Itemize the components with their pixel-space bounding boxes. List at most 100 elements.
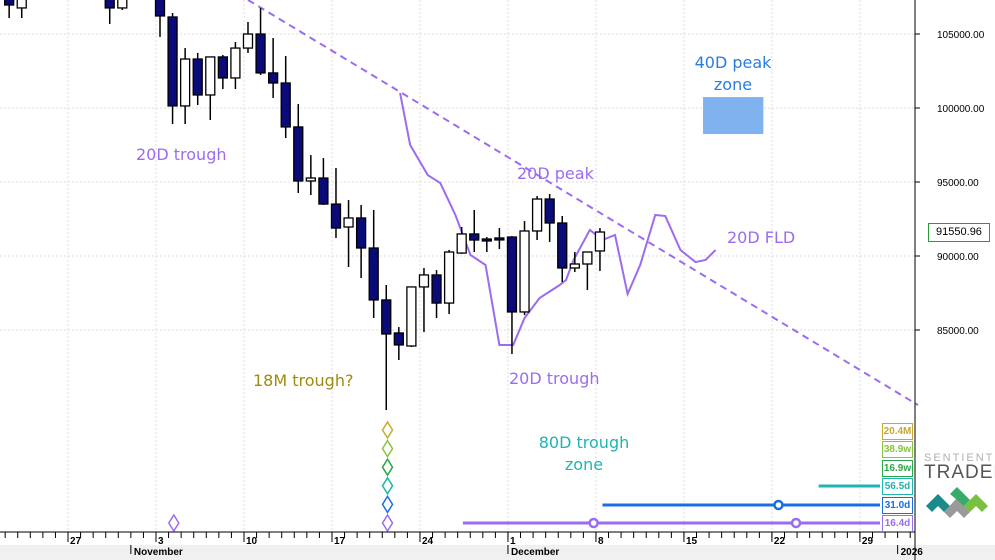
annotation-40d-peak-zone: 40D peak zone bbox=[693, 52, 773, 96]
candle-body bbox=[406, 286, 417, 347]
candle-body bbox=[267, 72, 279, 84]
price-tick-label: 85000.00 bbox=[937, 326, 979, 337]
annotation-20d-fld: 20D FLD bbox=[727, 228, 796, 247]
last-price-tag: 91550.96 bbox=[928, 223, 990, 242]
candles bbox=[4, 0, 606, 411]
fld-polyline bbox=[399, 92, 717, 346]
cycle-badge-16-9w[interactable]: 16.9w bbox=[882, 460, 913, 477]
candle-body bbox=[104, 0, 115, 9]
week-tick-label: 3 bbox=[158, 536, 164, 547]
peak-zone-40d bbox=[703, 97, 764, 135]
week-tick-label: 29 bbox=[862, 536, 874, 547]
candle-body bbox=[469, 233, 480, 241]
candle-body bbox=[343, 217, 354, 228]
candle-body bbox=[179, 58, 191, 107]
trough-diamond-icon bbox=[381, 494, 394, 514]
candle-body bbox=[330, 203, 342, 229]
week-tick-label: 10 bbox=[246, 536, 258, 547]
price-tick-label: 90000.00 bbox=[937, 252, 979, 263]
logo-line2: TRADER bbox=[924, 462, 995, 483]
candle-body bbox=[280, 82, 291, 128]
candle-body bbox=[255, 33, 266, 74]
peak-zone-rect bbox=[703, 97, 764, 135]
week-tick-label: 22 bbox=[774, 536, 786, 547]
price-tick-label: 105000.00 bbox=[937, 30, 985, 41]
candle-body bbox=[393, 332, 404, 346]
candle-body bbox=[205, 56, 216, 96]
candle-body bbox=[117, 0, 128, 9]
candle-body bbox=[242, 33, 254, 49]
candle-body bbox=[230, 47, 241, 79]
annotation-20d-trough: 20D trough bbox=[136, 145, 227, 164]
trough-diamond-icon bbox=[381, 513, 394, 533]
price-tick-label: 95000.00 bbox=[937, 178, 979, 189]
cycle-badge-31-0d[interactable]: 31.0d bbox=[882, 497, 913, 514]
price-tick-label: 100000.00 bbox=[937, 104, 985, 115]
week-tick-label: 27 bbox=[70, 536, 82, 547]
candle-body bbox=[544, 198, 555, 224]
candle-body bbox=[167, 16, 178, 107]
logo-mark-icon bbox=[926, 487, 988, 518]
time-axis-bg bbox=[0, 545, 995, 560]
month-label: November bbox=[134, 547, 183, 558]
cycle-marker bbox=[773, 499, 784, 511]
logo-line1: SENTIENT bbox=[924, 452, 995, 464]
candle-body bbox=[293, 126, 304, 182]
candle-body bbox=[594, 231, 606, 252]
annotation-20d-peak: 20D peak bbox=[517, 164, 594, 183]
candle-body bbox=[154, 0, 166, 17]
candle-body bbox=[355, 217, 367, 249]
annotation-line: zone bbox=[564, 455, 604, 474]
annotation-18m-trough: 18M trough? bbox=[253, 371, 354, 390]
candle-body bbox=[16, 0, 27, 9]
month-label: December bbox=[511, 547, 559, 558]
candle-body bbox=[318, 177, 329, 205]
candle-body bbox=[381, 299, 392, 335]
candle-body bbox=[418, 274, 430, 288]
candle-body bbox=[582, 251, 593, 265]
cycle-badge-16-4d[interactable]: 16.4d bbox=[882, 515, 913, 532]
trough-diamond-icon bbox=[381, 476, 394, 496]
week-tick-label: 24 bbox=[422, 536, 434, 547]
sentient-trader-logo: SENTIENT TRADER bbox=[924, 452, 995, 529]
candle-body bbox=[494, 237, 505, 241]
annotation-20d-trough-2: 20D trough bbox=[509, 369, 600, 388]
candle-body bbox=[217, 56, 229, 79]
trough-diamond-icon bbox=[381, 420, 394, 440]
cycle-badge-38-9w[interactable]: 38.9w bbox=[882, 441, 913, 458]
candle-body bbox=[557, 222, 568, 269]
candle-body bbox=[506, 236, 518, 313]
grid-lines bbox=[0, 0, 915, 532]
cycle-lines bbox=[167, 420, 880, 533]
week-tick-label: 17 bbox=[334, 536, 346, 547]
candle-body bbox=[368, 247, 379, 301]
trough-diamond-icon bbox=[381, 457, 394, 477]
candle-body bbox=[431, 274, 442, 304]
week-tick-label: 15 bbox=[686, 536, 698, 547]
annotation-80d-trough-zone: 80D trough zone bbox=[534, 432, 634, 476]
dashed-trendline bbox=[247, 0, 919, 406]
month-label: 2026 bbox=[901, 547, 924, 558]
cycle-badge-56-5d[interactable]: 56.5d bbox=[882, 478, 913, 495]
cycle-marker bbox=[588, 517, 599, 529]
fld-projection-line bbox=[399, 92, 717, 346]
candle-body bbox=[519, 230, 530, 313]
candle-body bbox=[569, 263, 580, 269]
annotation-line: zone bbox=[713, 75, 753, 94]
trough-diamond-icon bbox=[381, 439, 394, 459]
cycle-badge-20-4m[interactable]: 20.4M bbox=[882, 423, 913, 440]
candle-body bbox=[481, 238, 492, 242]
annotation-line: 40D peak bbox=[694, 53, 772, 72]
candle-body bbox=[192, 58, 203, 96]
candle-body bbox=[456, 233, 467, 254]
cycle-marker bbox=[790, 517, 802, 529]
trendline[interactable] bbox=[247, 0, 919, 406]
week-tick-label: 1 bbox=[510, 536, 516, 547]
annotation-line: 80D trough bbox=[538, 433, 630, 452]
candle-body bbox=[305, 177, 316, 182]
trough-diamond-icon bbox=[167, 513, 180, 533]
candle-body bbox=[531, 198, 543, 232]
week-tick-label: 8 bbox=[598, 536, 604, 547]
